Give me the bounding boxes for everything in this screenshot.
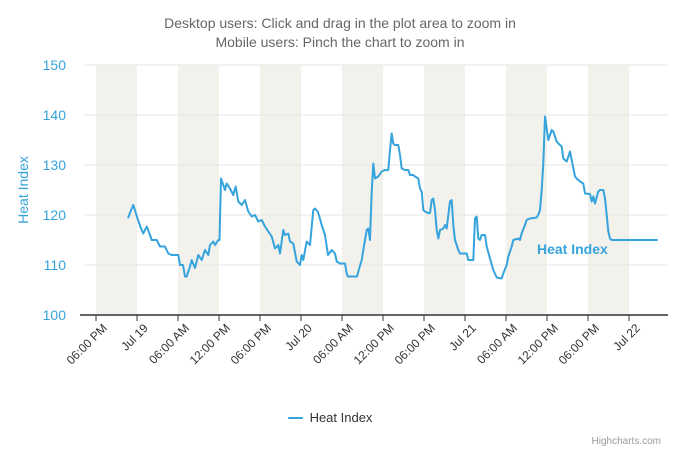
y-axis-label: 100 [42,307,66,323]
y-axis-label: 150 [42,57,66,73]
chart-title: Desktop users: Click and drag in the plo… [0,14,680,52]
plot-band [260,65,302,315]
y-axis-label: 110 [43,257,66,273]
plot-band [424,65,465,315]
legend-label: Heat Index [309,410,373,425]
y-axis-label: 140 [42,107,66,123]
chart-title-line1: Desktop users: Click and drag in the plo… [164,15,516,31]
plot-band [342,65,384,315]
legend: Heat Index [0,410,680,425]
legend-item-heat-index[interactable]: Heat Index [287,410,373,425]
plot-band [178,65,220,315]
series-label: Heat Index [537,241,608,257]
chart-title-line2: Mobile users: Pinch the chart to zoom in [215,34,465,50]
y-axis-label: 120 [42,207,66,223]
heat-index-line [127,115,658,280]
y-axis-label: 130 [42,157,66,173]
plot-band [505,65,547,315]
highcharts-credits-link[interactable]: Highcharts.com [591,436,661,447]
plot-band [587,65,629,315]
legend-line-marker-icon [287,416,303,419]
plot-band [96,65,138,315]
